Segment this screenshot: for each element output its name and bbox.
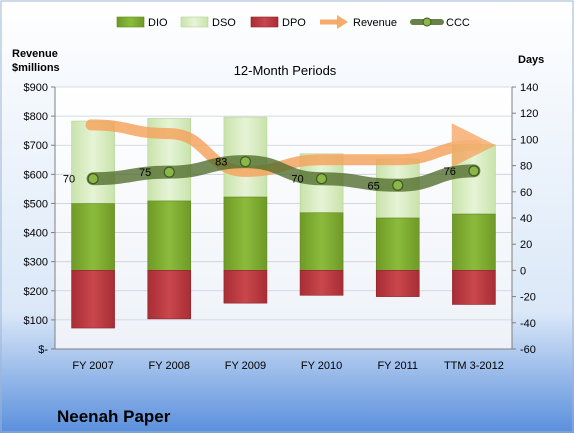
ccc-data-label: 75 [139,167,151,179]
ccc-data-label: 83 [215,157,227,169]
bar-dio [223,196,268,271]
legend-item: DPO [250,16,306,29]
right-axis-title: Days [518,54,544,66]
right-tick-label: 140 [520,82,538,94]
legend-label: DSO [212,17,236,29]
right-tick-label: 0 [520,265,526,277]
right-tick-label: 100 [520,134,538,146]
legend-swatch [116,16,145,28]
left-axis-title-line1: Revenue [12,48,58,60]
right-tick-label: 60 [520,187,532,199]
legend-item: DIO [116,16,168,29]
ccc-point [315,173,328,185]
ccc-data-label: 65 [368,180,380,192]
legend-label: Revenue [353,17,397,29]
legend-label: DIO [148,17,168,29]
bar-dpo [375,270,420,297]
left-axis-title-line2: $millions [12,62,60,74]
ccc-data-label: 70 [291,174,303,186]
legend-arrow-head [337,15,348,29]
bar-dio [375,217,420,271]
ccc-line [86,155,481,192]
right-tick-label: -20 [520,292,536,304]
left-tick-label: $900 [24,82,48,94]
left-tick-label: $200 [24,286,48,298]
x-tick-label: FY 2007 [72,360,113,372]
left-tick-label: $500 [24,198,48,210]
right-tick-label: 80 [520,161,532,173]
ccc-data-label: 70 [63,174,75,186]
bar-dso [71,120,115,204]
legend-marker [422,17,432,27]
company-name: Neenah Paper [57,407,171,426]
bar-dio [71,203,115,271]
right-tick-label: 40 [520,213,532,225]
left-tick-label: $100 [24,315,48,327]
legend: DIO DSO DPO Revenue CCC [116,15,470,29]
ccc-point [239,156,252,168]
data-labels: 70 75 83 70 65 76 [63,156,480,192]
x-tick-label: FY 2009 [225,360,266,372]
bar-dio [147,200,192,271]
left-tick-label: $600 [24,169,48,181]
axes: $- $100 $200 $300 $400 $500 $600 $700 $800 $900 -6… [24,82,539,372]
bar-dpo [147,270,192,320]
bar-dpo [452,270,496,305]
lines [85,119,496,192]
right-tick-label: -60 [520,344,536,356]
right-tick-label: -40 [520,318,536,330]
legend-label: DPO [282,17,306,29]
left-tick-label: $700 [24,140,48,152]
ccc-point [468,165,480,177]
right-tick-label: 20 [520,239,532,251]
right-tick-label: 120 [520,108,538,120]
ccc-data-label: 76 [444,166,456,178]
legend-swatch [180,16,209,28]
left-tick-label: $300 [24,257,48,269]
ccc-point [87,173,99,185]
legend-item: DSO [180,16,236,29]
x-tick-label: TTM 3-2012 [444,360,504,372]
bar-dpo [71,270,115,329]
x-tick-label: FY 2011 [377,360,418,372]
legend-swatch [250,16,279,28]
legend-item: CCC [410,17,470,29]
x-tick-label: FY 2010 [301,360,342,372]
bar-dso [452,144,496,215]
legend-label: CCC [446,17,470,29]
ccc-point [392,179,404,191]
chart-title: 12-Month Periods [234,63,337,78]
ccc-point [163,166,175,178]
legend-item: Revenue [320,15,397,29]
bar-dpo [299,270,344,296]
bar-dpo [223,270,268,304]
left-tick-label: $800 [24,111,48,123]
left-tick-label: $400 [24,228,48,240]
bar-dio [452,213,496,271]
left-tick-label: $- [38,344,48,356]
bar-dio [299,212,344,271]
x-tick-label: FY 2008 [149,360,190,372]
